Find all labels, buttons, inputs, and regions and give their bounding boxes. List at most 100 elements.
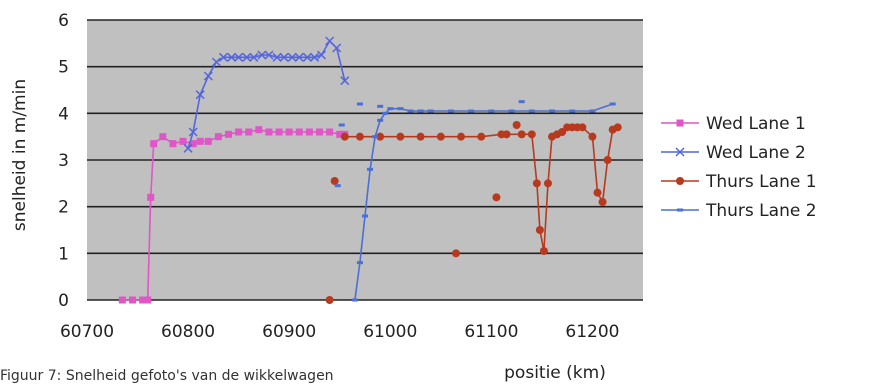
data-point: [275, 128, 283, 136]
data-point: [543, 179, 552, 188]
legend-label: Wed Lane 1: [706, 114, 806, 134]
data-point: [451, 249, 460, 258]
y-tick-label: 3: [58, 151, 69, 171]
data-point: [535, 226, 544, 234]
data-point: [447, 109, 454, 113]
x-tick-label: 60900: [262, 322, 316, 342]
x-tick-label: 60700: [60, 322, 114, 342]
data-point: [528, 109, 535, 113]
data-point: [436, 132, 445, 141]
data-point: [218, 52, 229, 62]
data-point: [377, 104, 384, 108]
legend-item: Thurs Lane 2: [661, 201, 817, 221]
data-point: [578, 123, 587, 132]
data-point: [613, 123, 622, 132]
marker-stroke: [264, 50, 274, 60]
data-point: [204, 137, 212, 145]
series-layer: [118, 36, 622, 304]
data-point: [128, 296, 136, 304]
marker-stroke: [332, 43, 342, 53]
data-point: [549, 109, 556, 113]
data-point: [609, 102, 616, 106]
series-line: [187, 39, 346, 149]
marker-stroke: [272, 52, 282, 62]
data-point: [508, 109, 515, 113]
data-point: [169, 140, 177, 148]
marker-stroke: [242, 52, 252, 62]
data-point: [356, 102, 363, 106]
marker-stroke: [340, 76, 350, 86]
data-point: [603, 156, 612, 164]
data-point: [295, 128, 303, 136]
series-wed-lane-1: [118, 126, 349, 304]
data-point: [139, 296, 147, 304]
series-thurs-lane-1: [340, 123, 622, 255]
data-point: [351, 298, 358, 302]
data-point: [367, 167, 374, 171]
x-tick-label: 61100: [464, 322, 518, 342]
data-point: [356, 261, 363, 265]
data-point: [188, 127, 198, 137]
data-point: [326, 128, 334, 136]
data-point: [532, 179, 541, 188]
data-point: [147, 193, 155, 201]
marker-stroke: [257, 50, 267, 60]
data-point: [279, 52, 289, 62]
data-point: [203, 71, 213, 81]
x-tick-labels: 60700 60800 60900 61000 61100 61200: [60, 322, 620, 342]
data-point: [294, 52, 304, 62]
marker-stroke: [294, 52, 304, 62]
marker-stroke: [675, 147, 685, 157]
data-point: [150, 140, 158, 148]
legend-marker: [676, 119, 684, 127]
data-point: [527, 130, 536, 139]
series-line: [344, 126, 619, 252]
legend-marker: [677, 208, 683, 212]
data-point: [159, 133, 167, 141]
data-point: [189, 140, 197, 148]
data-point: [569, 109, 576, 113]
marker-stroke: [325, 36, 335, 46]
data-point: [255, 126, 263, 134]
marker-stroke: [309, 52, 319, 62]
data-point: [338, 123, 345, 127]
legend-marker: [676, 177, 684, 185]
y-tick-label: 5: [58, 58, 69, 78]
marker-stroke: [317, 50, 327, 60]
y-tick-label: 1: [58, 244, 69, 264]
marker-stroke: [218, 52, 229, 62]
data-point: [272, 52, 282, 62]
data-point: [144, 296, 152, 304]
data-point: [457, 132, 466, 141]
y-tick-label: 4: [58, 104, 69, 124]
data-point: [245, 128, 253, 136]
y-tick-label: 2: [58, 198, 69, 218]
x-axis-title: positie (km): [504, 363, 606, 383]
data-point: [512, 121, 521, 129]
data-point: [285, 128, 293, 136]
x-tick-label: 60800: [161, 322, 215, 342]
data-point: [332, 43, 342, 53]
legend: Wed Lane 1 Wed Lane 2 Thurs Lane 1 Thurs La…: [661, 114, 817, 221]
marker-stroke: [203, 71, 213, 81]
marker-stroke: [227, 52, 237, 62]
data-point: [593, 188, 602, 197]
gridlines: [87, 19, 643, 301]
x-tick-label: 61000: [363, 322, 417, 342]
data-point: [305, 128, 313, 136]
data-point: [118, 296, 126, 304]
legend-label: Thurs Lane 2: [705, 201, 817, 221]
data-point: [242, 52, 252, 62]
marker-stroke: [249, 52, 259, 62]
data-point: [416, 132, 425, 141]
data-point: [558, 128, 567, 136]
legend-label: Thurs Lane 1: [705, 172, 817, 192]
data-point: [387, 107, 394, 111]
data-point: [195, 90, 205, 100]
data-point: [427, 109, 434, 113]
marker-stroke: [302, 52, 312, 62]
data-point: [539, 247, 548, 255]
data-point: [196, 137, 204, 145]
data-point: [477, 132, 486, 141]
